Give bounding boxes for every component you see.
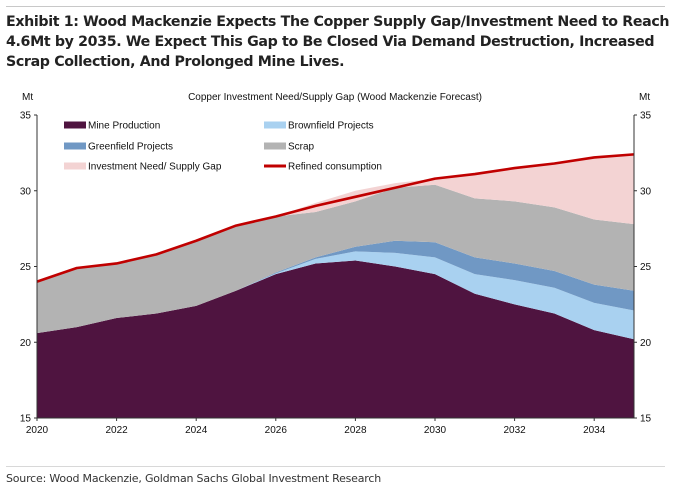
y-tick-label-right: 35	[640, 111, 652, 122]
legend-item-investment-need-supply-gap: Investment Need/ Supply Gap	[64, 162, 222, 173]
legend-label: Investment Need/ Supply Gap	[88, 162, 222, 173]
area-scrap	[37, 184, 634, 334]
line-layer	[36, 153, 635, 283]
x-tick-label: 2034	[583, 425, 606, 436]
legend-swatch	[64, 142, 86, 150]
legend: Mine Production Brownfield Projects Greenf…	[64, 121, 382, 173]
area-layers	[37, 154, 634, 418]
chart-title: Copper Investment Need/Supply Gap (Wood …	[188, 92, 482, 103]
exhibit-title: Exhibit 1: Wood Mackenzie Expects The Co…	[6, 14, 670, 70]
top-divider	[6, 6, 665, 7]
legend-item-greenfield-projects: Greenfield Projects	[64, 142, 173, 153]
legend-item-scrap: Scrap	[264, 142, 315, 153]
legend-label: Greenfield Projects	[88, 142, 173, 153]
source-note: Source: Wood Mackenzie, Goldman Sachs Gl…	[6, 472, 381, 485]
line-refined-consumption	[36, 153, 635, 283]
area-investment-need-supply-gap	[37, 154, 634, 282]
y-tick-label-right: 30	[640, 186, 652, 197]
y-tick-label-right: 15	[640, 414, 652, 425]
legend-item-brownfield-projects: Brownfield Projects	[264, 121, 374, 132]
x-tick-label: 2032	[503, 425, 526, 436]
legend-swatch	[264, 121, 286, 129]
y-tick-label-left: 30	[20, 186, 32, 197]
y-tick-label-right: 25	[640, 262, 652, 273]
y-tick-label-left: 20	[20, 338, 32, 349]
y-axis-label-right: Mt	[639, 92, 650, 103]
legend-swatch	[264, 164, 286, 168]
y-tick-label-left: 15	[20, 414, 32, 425]
y-tick-label-left: 25	[20, 262, 32, 273]
area-brownfield-projects	[37, 251, 634, 340]
legend-label: Refined consumption	[288, 162, 382, 173]
legend-item-mine-production: Mine Production	[64, 121, 160, 132]
x-tick-label: 2030	[424, 425, 447, 436]
x-tick-label: 2022	[105, 425, 128, 436]
x-tick-label: 2028	[344, 425, 367, 436]
y-tick-label-left: 35	[20, 111, 32, 122]
bottom-divider	[6, 466, 665, 467]
legend-label: Mine Production	[88, 121, 160, 132]
legend-label: Scrap	[288, 142, 315, 153]
area-greenfield-projects	[37, 240, 634, 334]
legend-swatch	[64, 121, 86, 129]
legend-item-refined-consumption: Refined consumption	[264, 162, 382, 173]
x-tick-label: 2026	[265, 425, 288, 436]
legend-swatch	[64, 162, 86, 170]
x-tick-label: 2020	[26, 425, 49, 436]
area-mine-production	[37, 260, 634, 418]
y-axis-label-left: Mt	[22, 92, 33, 103]
legend-swatch	[264, 142, 286, 150]
x-tick-label: 2024	[185, 425, 208, 436]
legend-label: Brownfield Projects	[288, 121, 374, 132]
y-tick-label-right: 20	[640, 338, 652, 349]
